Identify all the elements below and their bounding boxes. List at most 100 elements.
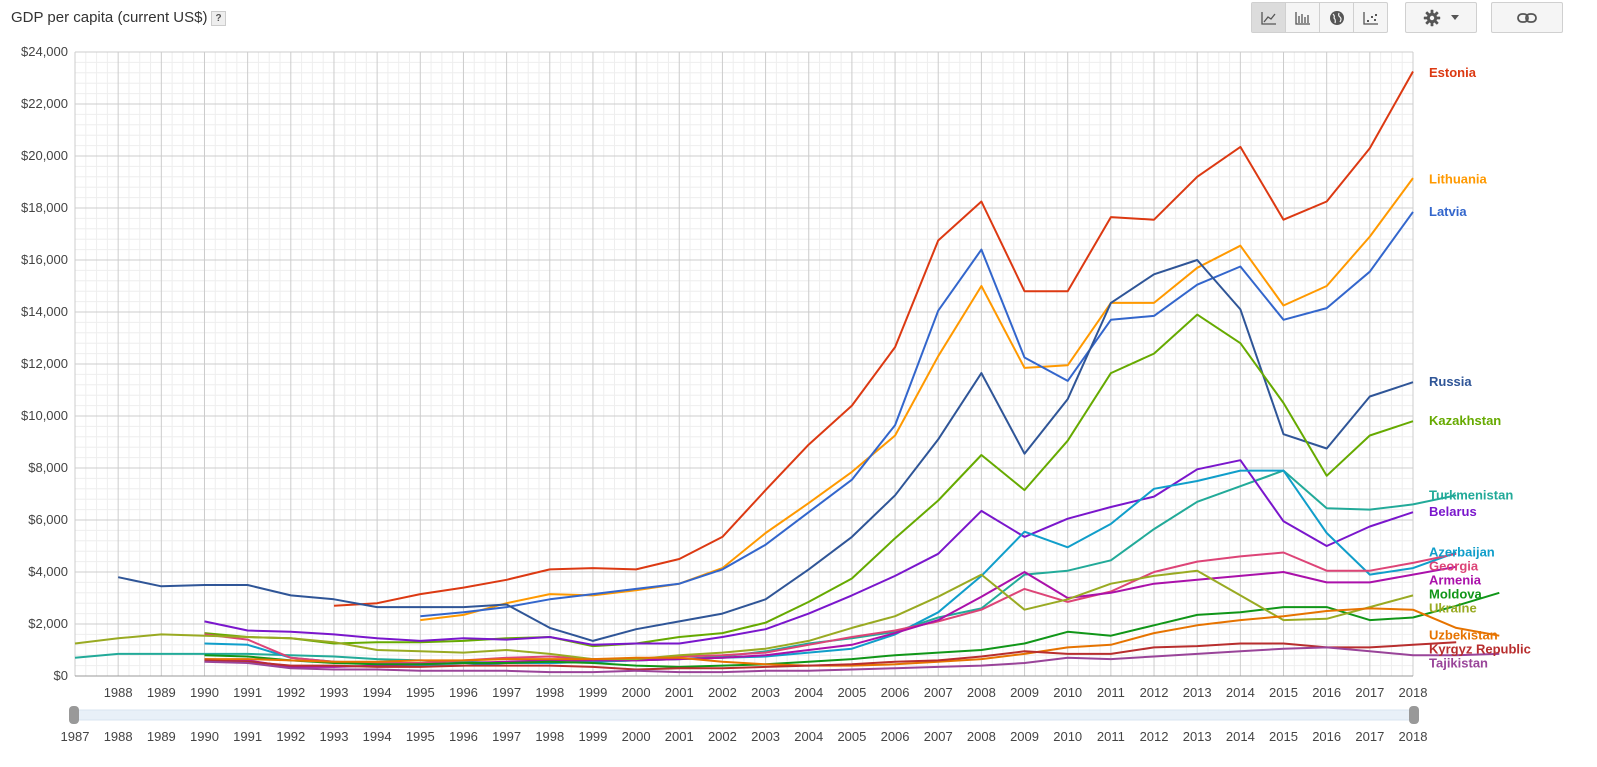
y-tick-label: $14,000: [21, 304, 68, 319]
range-slider: 1987 1988 1989 1990 1991 1992 1993 1994 1995 1996…: [61, 706, 1428, 744]
x-tick-label: 2000: [622, 685, 651, 700]
slider-year-label: 1992: [276, 729, 305, 744]
y-tick-label: $0: [54, 668, 68, 683]
series-line-kazakhstan: [204, 313, 1414, 648]
x-tick-label: 1990: [190, 685, 219, 700]
x-tick-label: 2013: [1183, 685, 1212, 700]
y-tick-label: $2,000: [28, 616, 68, 631]
gear-icon: [1423, 9, 1441, 26]
x-tick-label: 2016: [1312, 685, 1341, 700]
x-tick-label: 1997: [492, 685, 521, 700]
x-tick-label: 2010: [1053, 685, 1082, 700]
series-label-uzbekistan: Uzbekistan: [1429, 628, 1498, 643]
x-tick-label: 2006: [881, 685, 910, 700]
chart-series: [74, 71, 1500, 674]
slider-handle-end[interactable]: [1409, 706, 1419, 724]
series-line-estonia: [333, 71, 1414, 607]
slider-year-label: 2011: [1097, 729, 1125, 744]
line-chart-icon: [1260, 11, 1276, 25]
chart-grid: [74, 51, 1414, 677]
x-tick-label: 1998: [535, 685, 564, 700]
slider-track: [74, 709, 1414, 721]
series-line-russia: [117, 259, 1414, 642]
series-line-latvia: [420, 211, 1414, 618]
x-tick-label: 2012: [1140, 685, 1169, 700]
x-tick-label: 1992: [276, 685, 305, 700]
series-line-belarus: [204, 459, 1414, 646]
series-line-tajikistan: [204, 646, 1500, 674]
slider-year-label: 1997: [492, 729, 521, 744]
series-label-tajikistan: Tajikistan: [1429, 656, 1488, 671]
slider-year-label: 2006: [881, 729, 910, 744]
x-tick-label: 2008: [967, 685, 996, 700]
slider-year-label: 2003: [751, 729, 780, 744]
x-tick-label: 2014: [1226, 685, 1255, 700]
x-tick-label: 2001: [665, 685, 694, 700]
series-label-moldova: Moldova: [1429, 587, 1482, 602]
series-line-moldova: [204, 591, 1500, 668]
series-label-estonia: Estonia: [1429, 65, 1477, 80]
x-tick-label: 1993: [320, 685, 349, 700]
share-link-button[interactable]: [1491, 2, 1563, 33]
help-button[interactable]: ?: [211, 11, 226, 26]
x-tick-label: 1989: [147, 685, 176, 700]
slider-year-label: 2008: [967, 729, 996, 744]
slider-year-label: 1999: [578, 729, 607, 744]
series-line-kyrgyz-republic: [204, 641, 1457, 671]
y-tick-label: $8,000: [28, 460, 68, 475]
slider-year-label: 2005: [837, 729, 866, 744]
x-tick-label: 2018: [1399, 685, 1428, 700]
x-tick-label: 2015: [1269, 685, 1298, 700]
scatter-chart-button[interactable]: [1354, 3, 1387, 32]
slider-year-label: 2004: [794, 729, 823, 744]
slider-year-label: 1987: [61, 729, 90, 744]
slider-year-label: 2018: [1399, 729, 1428, 744]
bar-chart-button[interactable]: [1286, 3, 1320, 32]
line-chart-button[interactable]: [1252, 3, 1286, 32]
slider-year-label: 2001: [665, 729, 694, 744]
slider-year-label: 1993: [320, 729, 349, 744]
x-tick-label: 2009: [1010, 685, 1039, 700]
slider-year-label: 2013: [1183, 729, 1212, 744]
slider-year-label: 1998: [535, 729, 564, 744]
slider-year-label: 2012: [1140, 729, 1169, 744]
chart-title: GDP per capita (current US$)?: [11, 9, 226, 26]
scatter-chart-icon: [1362, 11, 1378, 25]
link-icon: [1517, 12, 1537, 23]
x-tick-label: 2002: [708, 685, 737, 700]
series-label-belarus: Belarus: [1429, 504, 1477, 519]
series-label-lithuania: Lithuania: [1429, 171, 1488, 186]
x-tick-label: 2007: [924, 685, 953, 700]
x-tick-label: 1999: [578, 685, 607, 700]
x-tick-label: 1995: [406, 685, 435, 700]
series-labels: Estonia Lithuania Latvia Russia Kazakhstan Tu…: [1429, 65, 1531, 671]
x-tick-label: 1996: [449, 685, 478, 700]
series-label-armenia: Armenia: [1429, 573, 1482, 588]
bar-chart-icon: [1294, 11, 1310, 25]
slider-year-label: 1988: [104, 729, 133, 744]
x-tick-label: 1988: [104, 685, 133, 700]
slider-year-label: 1996: [449, 729, 478, 744]
series-line-georgia: [204, 551, 1457, 664]
series-line-ukraine: [74, 569, 1414, 661]
x-tick-label: 2005: [837, 685, 866, 700]
chevron-down-icon: [1451, 15, 1459, 20]
globe-icon: [1329, 10, 1344, 25]
y-tick-label: $4,000: [28, 564, 68, 579]
slider-handle-start[interactable]: [69, 706, 79, 724]
y-tick-label: $22,000: [21, 96, 68, 111]
slider-year-label: 2016: [1312, 729, 1341, 744]
map-button[interactable]: [1320, 3, 1354, 32]
series-label-ukraine: Ukraine: [1429, 601, 1477, 616]
series-line-uzbekistan: [204, 607, 1500, 667]
slider-year-label: 1991: [233, 729, 262, 744]
x-tick-label: 2004: [794, 685, 823, 700]
series-label-russia: Russia: [1429, 374, 1472, 389]
chart-axes: $0 $2,000 $4,000 $6,000 $8,000 $10,000 $12,000…: [21, 44, 1427, 700]
slider-year-label: 1994: [363, 729, 392, 744]
x-tick-label: 2003: [751, 685, 780, 700]
settings-button[interactable]: [1405, 2, 1477, 33]
y-tick-label: $10,000: [21, 408, 68, 423]
slider-year-label: 2010: [1053, 729, 1082, 744]
